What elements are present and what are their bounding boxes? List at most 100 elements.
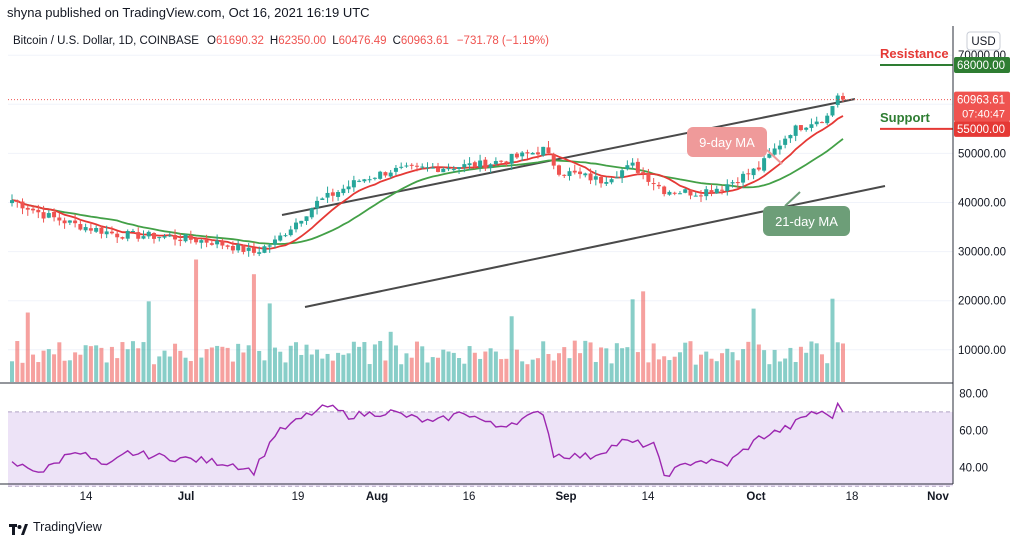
candle[interactable]	[146, 230, 151, 239]
candle[interactable]	[157, 236, 162, 242]
candle[interactable]	[551, 152, 556, 170]
candle[interactable]	[562, 174, 567, 179]
candle[interactable]	[499, 160, 504, 165]
candle[interactable]	[57, 212, 62, 226]
candle[interactable]	[567, 167, 572, 181]
candle[interactable]	[414, 162, 419, 172]
candle[interactable]	[257, 246, 262, 257]
candle[interactable]	[309, 207, 314, 220]
candle[interactable]	[546, 141, 551, 154]
candle[interactable]	[725, 179, 730, 196]
candle[interactable]	[283, 233, 288, 238]
candle[interactable]	[677, 191, 682, 195]
candle[interactable]	[578, 167, 583, 179]
candle[interactable]	[399, 162, 404, 170]
candle[interactable]	[541, 146, 546, 157]
candle[interactable]	[294, 218, 299, 233]
candle[interactable]	[462, 159, 467, 173]
candle[interactable]	[262, 244, 267, 254]
candle[interactable]	[472, 160, 477, 169]
candle[interactable]	[304, 216, 309, 225]
candle[interactable]	[362, 178, 367, 183]
candle[interactable]	[278, 232, 283, 242]
candle[interactable]	[436, 162, 441, 173]
candle[interactable]	[667, 190, 672, 196]
candle[interactable]	[341, 184, 346, 196]
candle[interactable]	[509, 153, 514, 170]
footer-brand[interactable]: TradingView	[9, 517, 102, 537]
candle[interactable]	[367, 175, 372, 183]
candle[interactable]	[704, 186, 709, 201]
candle[interactable]	[94, 225, 99, 233]
candle[interactable]	[183, 233, 188, 243]
candle[interactable]	[493, 157, 498, 167]
candle[interactable]	[751, 168, 756, 180]
candle[interactable]	[457, 166, 462, 174]
candle[interactable]	[467, 157, 472, 171]
candle[interactable]	[646, 168, 651, 186]
candle[interactable]	[430, 163, 435, 169]
candle[interactable]	[404, 162, 409, 168]
candle[interactable]	[804, 126, 809, 132]
candle[interactable]	[215, 234, 220, 249]
candle[interactable]	[756, 161, 761, 172]
candle[interactable]	[625, 160, 630, 171]
candle[interactable]	[357, 179, 362, 183]
candle[interactable]	[709, 184, 714, 197]
candle[interactable]	[78, 219, 83, 231]
candle[interactable]	[167, 232, 172, 238]
candle[interactable]	[372, 177, 377, 181]
candle[interactable]	[819, 121, 824, 124]
candle[interactable]	[556, 164, 561, 177]
candle[interactable]	[583, 172, 588, 178]
chart-area[interactable]: Resistance Support 70000.00 50000.00 40000.…	[0, 26, 1024, 516]
candle[interactable]	[272, 235, 277, 249]
candle[interactable]	[25, 204, 30, 216]
candle[interactable]	[209, 239, 214, 246]
candle[interactable]	[683, 188, 688, 194]
candle[interactable]	[220, 238, 225, 250]
candle[interactable]	[714, 185, 719, 194]
candle[interactable]	[383, 171, 388, 178]
candle[interactable]	[604, 176, 609, 187]
candle[interactable]	[593, 170, 598, 186]
candle[interactable]	[325, 186, 330, 204]
candle[interactable]	[10, 194, 14, 207]
candle[interactable]	[809, 118, 814, 132]
candle[interactable]	[588, 168, 593, 185]
candle[interactable]	[330, 188, 335, 202]
candle[interactable]	[488, 163, 493, 173]
candle[interactable]	[88, 222, 93, 234]
candle[interactable]	[798, 125, 803, 132]
candle[interactable]	[199, 239, 204, 249]
candle[interactable]	[120, 236, 125, 240]
candle[interactable]	[351, 175, 356, 192]
candle[interactable]	[777, 140, 782, 155]
candle[interactable]	[288, 225, 293, 237]
candle[interactable]	[788, 134, 793, 143]
candle[interactable]	[130, 228, 135, 232]
candle[interactable]	[525, 149, 530, 159]
candle[interactable]	[535, 146, 540, 159]
candle[interactable]	[104, 225, 109, 239]
candle[interactable]	[178, 233, 183, 247]
candle[interactable]	[620, 168, 625, 184]
candle[interactable]	[162, 233, 167, 240]
candle[interactable]	[241, 244, 246, 255]
candle[interactable]	[225, 244, 230, 250]
candle[interactable]	[52, 208, 57, 222]
candle[interactable]	[599, 175, 604, 188]
candle[interactable]	[635, 158, 640, 175]
candle[interactable]	[614, 171, 619, 179]
candle[interactable]	[641, 167, 646, 180]
candle[interactable]	[346, 180, 351, 194]
candle[interactable]	[478, 154, 483, 172]
candle[interactable]	[720, 185, 725, 195]
candle[interactable]	[520, 151, 525, 161]
candle[interactable]	[141, 230, 146, 240]
candle[interactable]	[814, 116, 819, 127]
candle[interactable]	[230, 241, 235, 254]
candle[interactable]	[446, 163, 451, 172]
candle[interactable]	[651, 178, 656, 191]
